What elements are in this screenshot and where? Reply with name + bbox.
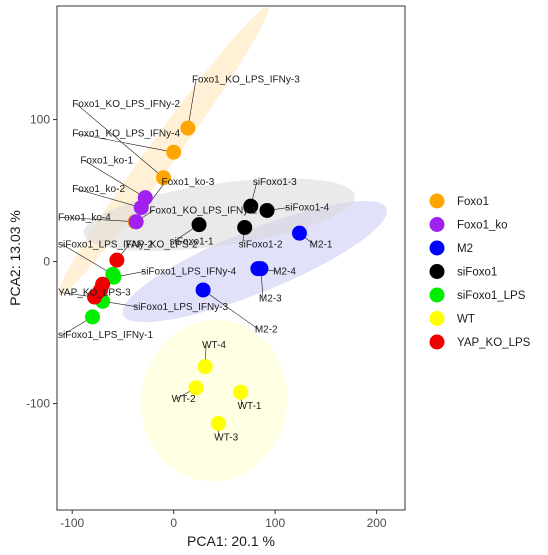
leader-sifoxo1-lps-ifny-2 — [61, 244, 113, 275]
point-wt-4 — [197, 359, 213, 375]
point-m2-3 — [253, 261, 269, 277]
point-foxo1-ko-lps-ifny-2 — [156, 170, 172, 186]
label-sifoxo1-lps-ifny-2: siFoxo1_LPS_IFNy-2 — [58, 239, 153, 250]
y-tick-label--100: -100 — [26, 397, 50, 411]
point-wt-3 — [210, 415, 226, 431]
data-points — [85, 120, 307, 431]
label-sifoxo1-lps-ifny-1: siFoxo1_LPS_IFNy-1 — [58, 330, 153, 341]
point-sifoxo1-4 — [259, 202, 275, 218]
legend-key-foxo1 — [429, 193, 445, 209]
point-wt-1 — [233, 384, 249, 400]
label-sifoxo1-lps-ifny-4: siFoxo1_LPS_IFNy-4 — [141, 266, 236, 277]
label-foxo1-ko-2: Foxo1_ko-2 — [72, 184, 125, 195]
label-foxo1-ko-lps-ifny-1: Foxo1_KO_LPS_IFNy-1 — [149, 205, 257, 216]
y-axis: -100 0 100 — [26, 113, 57, 411]
confidence-ellipses — [58, 6, 388, 482]
label-m2-2: M2-2 — [255, 325, 278, 336]
x-tick-label-0: 0 — [170, 516, 177, 530]
ellipse-wt — [140, 319, 288, 482]
leader-m2-2 — [202, 289, 260, 330]
label-foxo1-ko-lps-ifny-3: Foxo1_KO_LPS_IFNy-3 — [192, 75, 300, 86]
point-foxo1-ko-4 — [128, 214, 144, 230]
label-m2-3: M2-3 — [259, 293, 282, 304]
x-tick-label-100: 100 — [265, 516, 285, 530]
label-yap-ko-lps-2: YAP_KO_LPS-2 — [125, 239, 198, 250]
legend-label-foxo1: Foxo1 — [457, 196, 489, 208]
point-sifoxo1-lps-ifny-4 — [106, 269, 122, 285]
point-yap-ko-lps-3 — [87, 289, 103, 305]
y-tick-label-100: 100 — [30, 113, 50, 127]
point-sifoxo1-3 — [243, 198, 259, 214]
label-wt-1: WT-1 — [238, 401, 262, 412]
point-foxo1-ko-lps-ifny-4 — [166, 144, 182, 160]
x-tick-label-200: 200 — [367, 516, 387, 530]
label-sifoxo1-lps-ifny-3: siFoxo1_LPS_IFNy-3 — [133, 302, 228, 313]
label-foxo1-ko-1: Foxo1_ko-1 — [80, 156, 133, 167]
legend-key-sifoxo1 — [429, 264, 445, 279]
leader-foxo1-ko-2 — [76, 188, 142, 208]
legend-label-sifoxo1: siFoxo1 — [457, 267, 497, 279]
leader-foxo1-ko-lps-ifny-3 — [187, 79, 197, 129]
label-wt-2: WT-2 — [172, 394, 196, 405]
legend-label-wt: WT — [457, 314, 475, 326]
label-wt-3: WT-3 — [214, 432, 238, 443]
point-sifoxo1-lps-ifny-1 — [85, 309, 101, 325]
leader-foxo1-ko-lps-ifny-2 — [76, 103, 164, 179]
point-sifoxo1-1 — [191, 217, 207, 233]
leader-foxo1-ko-lps-ifny-4 — [76, 133, 174, 153]
label-foxo1-ko-4: Foxo1_ko-4 — [58, 212, 111, 223]
y-tick-label-0: 0 — [43, 255, 50, 269]
point-wt-2 — [188, 380, 204, 396]
x-axis-title: PCA1: 20.1 % — [187, 533, 275, 549]
label-sifoxo1-1: siFoxo1-1 — [170, 237, 214, 248]
point-foxo1-ko-lps-ifny-3 — [180, 120, 196, 136]
legend-key-foxo1-ko — [429, 217, 445, 232]
label-foxo1-ko-lps-ifny-2: Foxo1_KO_LPS_IFNy-2 — [72, 99, 180, 110]
leader-foxo1-ko-4 — [61, 217, 137, 223]
legend-key-sifoxo1-lps — [429, 287, 445, 303]
label-m2-1: M2-1 — [310, 239, 333, 250]
legend-label-yap-ko-lps: YAP_KO_LPS — [457, 337, 531, 349]
legend: Foxo1 Foxo1_ko M2 siFoxo1 siFoxo1_LPS WT YAP_K… — [429, 193, 531, 350]
x-axis: -100 0 100 200 — [60, 510, 387, 530]
label-sifoxo1-4: siFoxo1-4 — [285, 202, 329, 213]
y-axis-title: PCA2: 13.03 % — [7, 210, 23, 306]
point-m2-1 — [291, 225, 307, 241]
label-wt-4: WT-4 — [202, 340, 226, 351]
label-foxo1-ko-lps-ifny-4: Foxo1_KO_LPS_IFNy-4 — [72, 129, 180, 140]
legend-label-foxo1-ko: Foxo1_ko — [457, 220, 508, 232]
legend-label-sifoxo1-lps: siFoxo1_LPS — [457, 290, 526, 302]
legend-key-m2 — [429, 240, 445, 256]
label-yap-ko-lps-3: YAP_KO_LPS-3 — [58, 288, 131, 299]
ellipse-m2 — [122, 200, 388, 323]
x-tick-label--100: -100 — [60, 516, 84, 530]
point-m2-2 — [195, 282, 211, 298]
legend-label-m2: M2 — [457, 243, 473, 255]
leader-foxo1-ko-1 — [84, 160, 146, 198]
legend-key-wt — [429, 311, 445, 326]
label-m2-4: M2-4 — [273, 266, 296, 277]
point-labels: Foxo1_KO_LPS_IFNy-3 Foxo1_KO_LPS_IFNy-2 Fo… — [58, 75, 333, 444]
point-sifoxo1-2 — [237, 219, 253, 235]
point-yap-ko-lps-2 — [109, 252, 125, 268]
label-sifoxo1-2: siFoxo1-2 — [239, 239, 283, 250]
point-foxo1-ko-2 — [133, 200, 149, 216]
legend-key-yap-ko-lps — [429, 334, 445, 350]
label-sifoxo1-3: siFoxo1-3 — [253, 177, 297, 188]
label-foxo1-ko-3: Foxo1_ko-3 — [162, 177, 215, 188]
